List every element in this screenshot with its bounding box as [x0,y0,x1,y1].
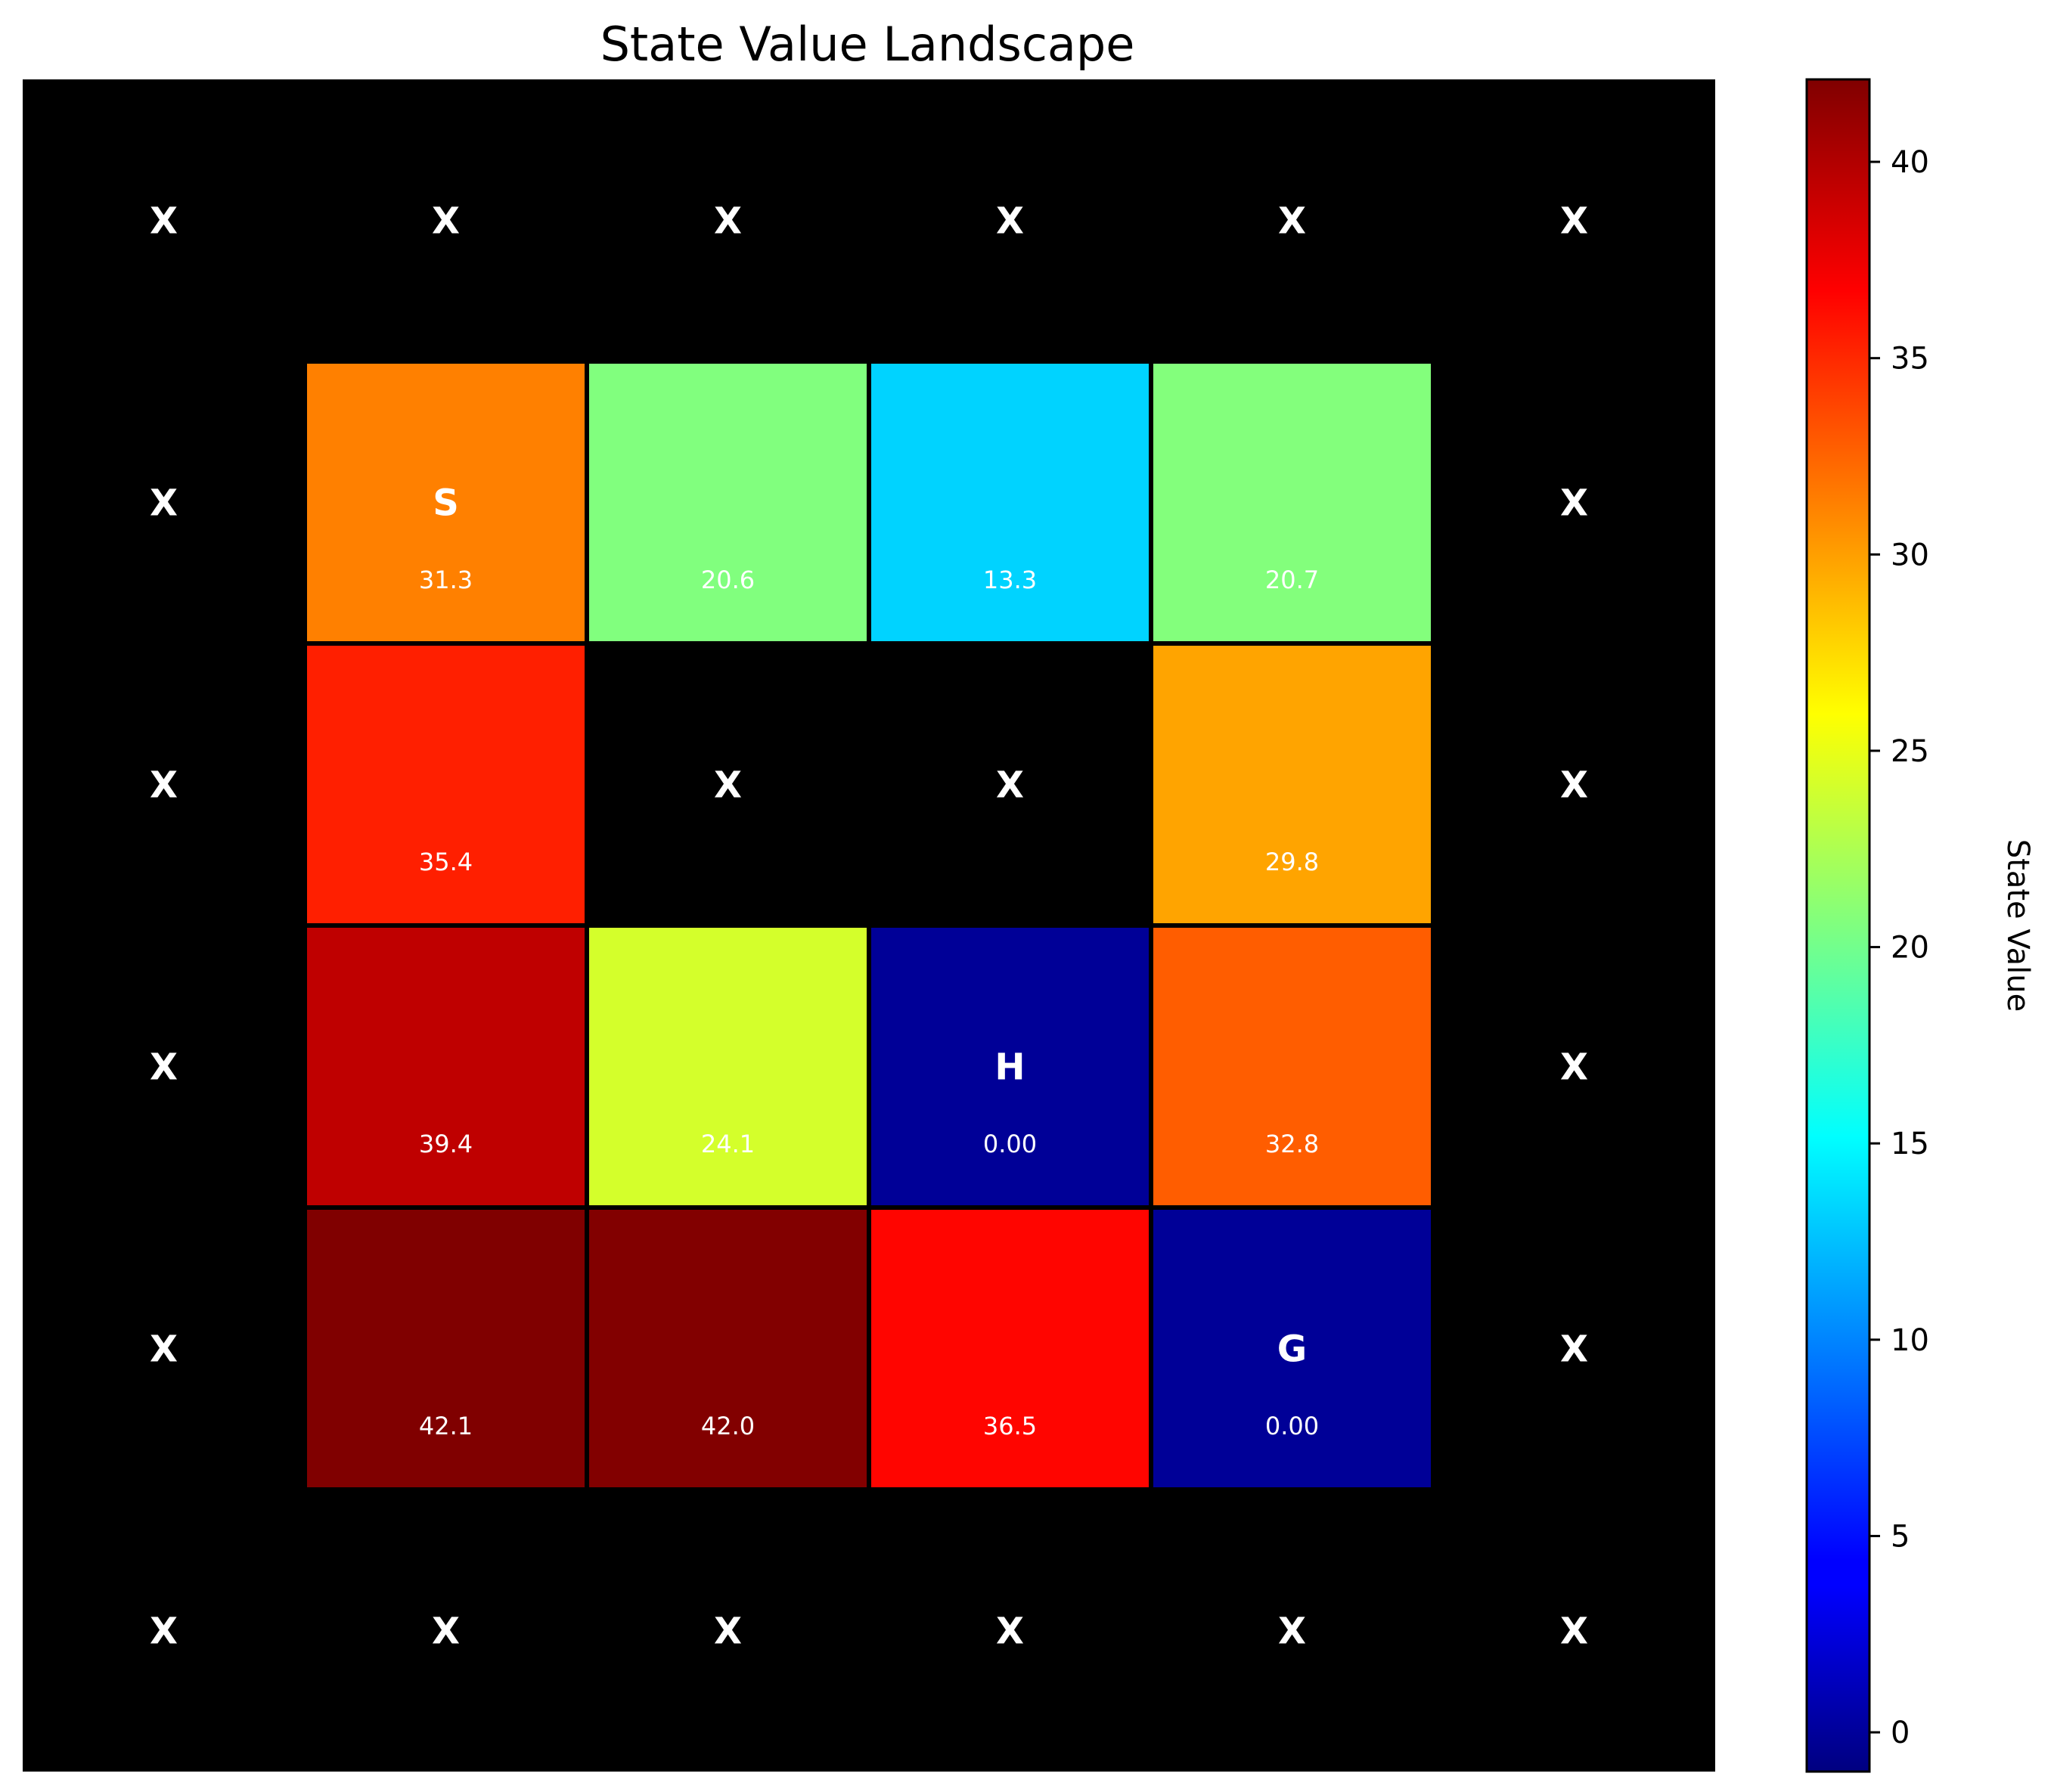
cell-value-label: 24.1 [701,1130,755,1158]
wall-marker: X [1278,1611,1306,1653]
wall-marker: X [150,482,178,525]
cell-marker: H [994,1046,1025,1089]
wall-marker: X [714,1611,742,1653]
wall-marker: X [1560,764,1588,807]
colorbar-tick-label: 0 [1891,1716,1910,1750]
wall-marker: X [1560,482,1588,525]
heatmap-cell [307,1210,585,1487]
wall-marker: X [150,1611,178,1653]
heatmap-cell [589,1210,867,1487]
heatmap-cell [871,928,1149,1205]
cell-value-label: 0.00 [1265,1412,1319,1440]
heatmap-cell [1153,1210,1431,1487]
cell-value-label: 20.6 [701,566,755,594]
wall-marker: X [714,764,742,807]
cell-marker: G [1277,1328,1307,1371]
colorbar-label: State Value [2000,839,2035,1012]
wall-marker: X [1278,200,1306,243]
heatmap-cell [1153,646,1431,923]
cell-value-label: 32.8 [1265,1130,1319,1158]
heatmap-cell [1153,364,1431,641]
wall-marker: X [1560,1046,1588,1089]
cell-value-label: 42.0 [701,1412,755,1440]
wall-marker: X [150,200,178,243]
wall-marker: X [150,764,178,807]
wall-marker: X [1560,1611,1588,1653]
wall-marker: X [1560,1328,1588,1371]
heatmap-cell [307,364,585,641]
heatmap-cell [307,646,585,923]
cell-marker: S [433,482,459,525]
wall-marker: X [996,1611,1024,1653]
wall-marker: X [996,764,1024,807]
heatmap-grid: X X X X X X X S 31.3 20.6 13.3 20.7 X X 35.4 X X 29.8 X X 39… [23,79,1715,1772]
heatmap-cell [1153,928,1431,1205]
wall-marker: X [150,1046,178,1089]
wall-marker: X [1560,200,1588,243]
cell-value-label: 13.3 [983,566,1037,594]
heatmap-cell [589,928,867,1205]
chart-title: State Value Landscape [600,17,1135,72]
heatmap-cell [871,364,1149,641]
heatmap-cell [589,364,867,641]
colorbar-tick-label: 15 [1891,1127,1929,1161]
heatmap-cell [871,1210,1149,1487]
cell-value-label: 35.4 [419,848,473,876]
colorbar-tick-label: 20 [1891,931,1929,966]
colorbar-ticks: 0 5 10 15 20 25 30 35 40 [1869,145,1929,1750]
wall-marker: X [432,1611,460,1653]
colorbar-tick-label: 5 [1891,1519,1910,1554]
wall-marker: X [714,200,742,243]
wall-marker: X [150,1328,178,1371]
colorbar: 0 5 10 15 20 25 30 35 40 State Value [1805,78,2035,1773]
cell-value-label: 31.3 [419,566,473,594]
colorbar-tick-label: 25 [1891,734,1929,769]
wall-background [23,79,1715,1772]
heatmap-cell [307,928,585,1205]
colorbar-gradient [1805,78,1871,1773]
cell-value-label: 20.7 [1265,566,1319,594]
colorbar-tick-label: 30 [1891,538,1929,572]
cell-value-label: 39.4 [419,1130,473,1158]
colorbar-tick-label: 10 [1891,1323,1929,1358]
cell-value-label: 42.1 [419,1412,473,1440]
cell-value-label: 29.8 [1265,848,1319,876]
colorbar-tick-label: 35 [1891,342,1929,377]
cell-value-label: 0.00 [983,1130,1037,1158]
colorbar-tick-label: 40 [1891,145,1929,180]
wall-marker: X [432,200,460,243]
wall-marker: X [996,200,1024,243]
cell-value-label: 36.5 [983,1412,1037,1440]
